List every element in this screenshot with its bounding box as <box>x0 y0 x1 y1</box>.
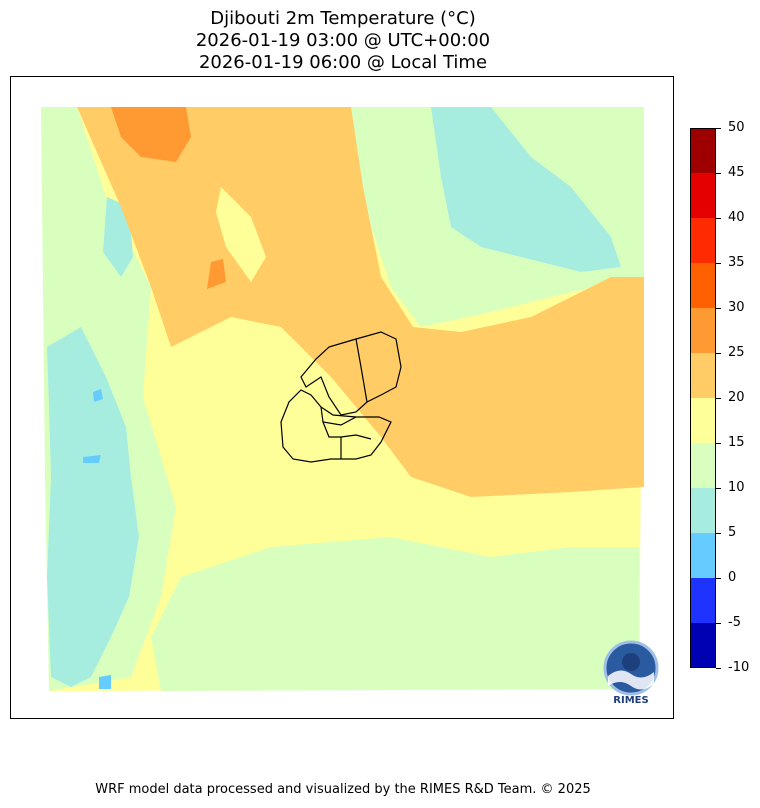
field-0-5-patch-3 <box>99 675 111 689</box>
colorbar-tick-label: -5 <box>728 615 741 630</box>
field-5-10-north <box>431 107 621 272</box>
colorbar-tick-mark <box>716 173 721 174</box>
colorbar-tick-mark <box>716 443 721 444</box>
colorbar-tick-mark <box>716 218 721 219</box>
colorbar-segment <box>690 398 716 443</box>
field-0-5-patch-1 <box>93 389 103 402</box>
colorbar-tick-mark <box>716 533 721 534</box>
colorbar-segment <box>690 353 716 398</box>
colorbar-segment <box>690 173 716 218</box>
field-25-30-north <box>111 107 191 162</box>
colorbar-tick-label: 20 <box>728 390 745 405</box>
field-5-10-west <box>47 327 139 687</box>
colorbar-border <box>690 128 716 668</box>
colorbar-tick-mark <box>716 263 721 264</box>
colorbar-tick-mark <box>716 353 721 354</box>
colorbar-segment <box>690 488 716 533</box>
colorbar-segment <box>690 443 716 488</box>
colorbar-tick-label: 25 <box>728 345 745 360</box>
colorbar-segment <box>690 578 716 623</box>
djibouti-borders <box>280 331 402 463</box>
colorbar-tick-label: -10 <box>728 660 750 675</box>
colorbar-segment <box>690 263 716 308</box>
colorbar-segment <box>690 128 716 173</box>
colorbar <box>690 128 716 668</box>
colorbar-tick-label: 0 <box>728 570 737 585</box>
colorbar-segment <box>690 623 716 668</box>
colorbar-tick-mark <box>716 623 721 624</box>
field-10-15-south <box>151 537 639 691</box>
temperature-map <box>41 107 644 691</box>
colorbar-tick-label: 15 <box>728 435 745 450</box>
title-line-1: Djibouti 2m Temperature (°C) <box>210 8 476 29</box>
colorbar-tick-label: 10 <box>728 480 745 495</box>
map-frame <box>10 76 674 719</box>
rimes-logo: RIMES <box>600 640 662 708</box>
colorbar-tick-mark <box>716 128 721 129</box>
title-line-3-local: 2026-01-19 06:00 @ Local Time <box>198 52 488 73</box>
colorbar-segment <box>690 533 716 578</box>
colorbar-segment <box>690 308 716 353</box>
field-0-5-patch-2 <box>83 455 101 463</box>
colorbar-tick-label: 45 <box>728 165 745 180</box>
field-15-20-channel <box>216 187 266 282</box>
field-25-30-small <box>207 259 226 289</box>
colorbar-segment <box>690 218 716 263</box>
colorbar-tick-mark <box>716 398 721 399</box>
rimes-logo-icon <box>603 640 659 696</box>
colorbar-tick-label: 50 <box>728 120 745 135</box>
colorbar-tick-mark <box>716 308 721 309</box>
rimes-logo-text: RIMES <box>613 695 649 706</box>
colorbar-tick-label: 40 <box>728 210 745 225</box>
colorbar-tick-label: 5 <box>728 525 737 540</box>
colorbar-tick-mark <box>716 668 721 669</box>
title-line-2-utc: 2026-01-19 03:00 @ UTC+00:00 <box>195 30 491 51</box>
colorbar-tick-mark <box>716 578 721 579</box>
credit-footer: WRF model data processed and visualized … <box>95 782 591 797</box>
colorbar-tick-label: 30 <box>728 300 745 315</box>
colorbar-tick-label: 35 <box>728 255 745 270</box>
colorbar-tick-mark <box>716 488 721 489</box>
